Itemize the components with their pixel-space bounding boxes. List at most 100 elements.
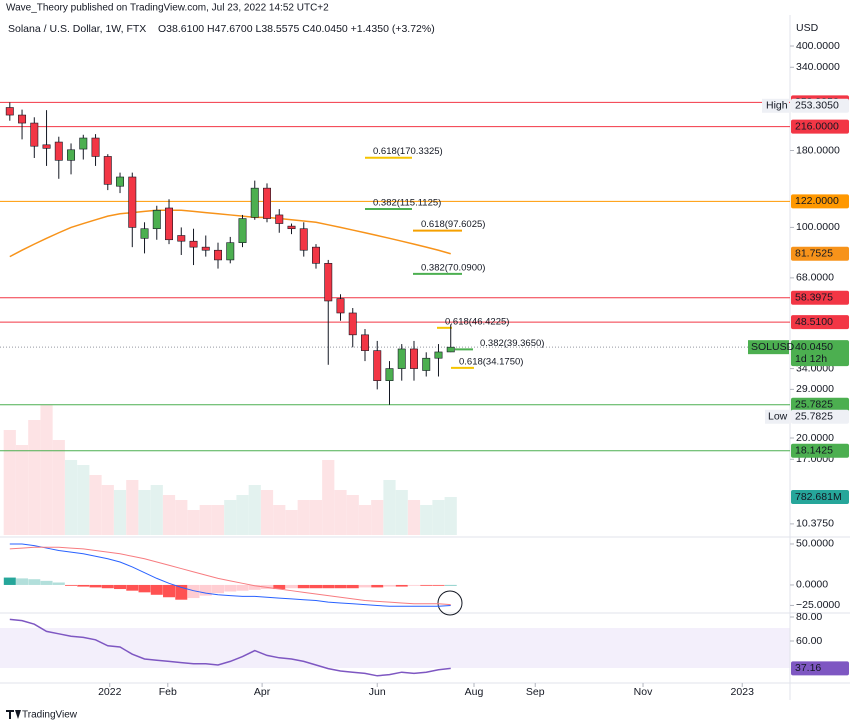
- header: Wave_Theory published on TradingView.com…: [6, 3, 329, 14]
- volume-bar: [346, 495, 359, 535]
- low-tag-value: 25.7825: [795, 411, 833, 423]
- volume-bar: [113, 490, 127, 535]
- volume-bar: [444, 497, 457, 535]
- level-tag: 216.0000: [795, 120, 839, 132]
- candle-body: [152, 209, 161, 230]
- fib-label: 0.382(70.0900): [421, 262, 485, 273]
- x-tick-label: Aug: [465, 686, 484, 698]
- macd-histogram: [383, 584, 396, 587]
- macd-histogram: [322, 584, 335, 589]
- high-tag-value-box: [791, 98, 849, 113]
- candle-body: [79, 137, 88, 150]
- candle-body: [299, 228, 308, 251]
- candle-body: [18, 114, 27, 124]
- y-tick-label: 400.0000: [796, 40, 840, 52]
- rsi-tag: 37.16: [795, 662, 821, 674]
- annotation-circle: [437, 590, 463, 616]
- macd-histogram: [273, 584, 286, 590]
- candle-body: [422, 357, 431, 371]
- macd-histogram: [358, 584, 371, 588]
- macd-histogram: [371, 584, 384, 588]
- candle-body: [373, 350, 382, 381]
- low-tag-box: [765, 409, 789, 424]
- candle-body: [446, 346, 455, 353]
- macd-histogram: [40, 580, 53, 585]
- volume-bar: [150, 485, 163, 535]
- rsi-tick-label: 60.00: [796, 635, 822, 647]
- currency: USD: [796, 22, 819, 34]
- volume-bar: [101, 485, 114, 535]
- candle-body: [116, 176, 125, 187]
- macd-histogram: [16, 578, 29, 585]
- macd-histogram: [163, 584, 176, 598]
- candle-body: [128, 176, 137, 228]
- macd-histogram: [407, 584, 420, 586]
- ema-tag: 81.7525: [795, 248, 833, 260]
- volume-bar: [187, 510, 200, 535]
- macd-histogram: [126, 584, 139, 591]
- macd-histogram: [101, 584, 114, 589]
- candle-body: [177, 235, 186, 242]
- volume-bar: [297, 500, 310, 535]
- y-tick-label: 100.0000: [796, 221, 840, 233]
- candle-body: [348, 312, 357, 336]
- x-tick-label: 2022: [98, 686, 122, 698]
- volume-bar: [236, 495, 249, 535]
- macd-tick-label: 50.0000: [796, 538, 834, 550]
- volume-bar: [285, 510, 298, 535]
- volume-bar: [432, 500, 445, 535]
- candle-body: [275, 214, 284, 224]
- x-tick-label: Jun: [369, 686, 386, 698]
- symbol-box: [748, 340, 789, 355]
- macd-macd-line: [9, 543, 451, 607]
- volume-bar: [260, 490, 274, 535]
- y-tick-label: 340.0000: [796, 61, 840, 73]
- y-tick-label: 68.0000: [796, 272, 834, 284]
- candle-body: [214, 249, 222, 261]
- candle-body: [54, 141, 63, 161]
- volume-bar: [420, 505, 433, 535]
- high-tag-value: 253.3050: [795, 100, 839, 112]
- candle-body: [140, 228, 149, 239]
- rsi-line: [9, 618, 451, 677]
- fib-label: 0.382(39.3650): [480, 338, 544, 349]
- macd-histogram: [395, 584, 408, 587]
- x-tick-label: 2023: [731, 686, 755, 698]
- macd-histogram: [52, 582, 65, 585]
- macd-tick-label: −25.0000: [796, 599, 840, 611]
- y-tick-label: 180.0000: [796, 144, 840, 156]
- symbol: SOLUSD: [751, 341, 795, 353]
- volume-bar: [28, 420, 41, 535]
- rsi-band: [0, 628, 790, 668]
- candle-body: [165, 207, 173, 241]
- volume-bar: [162, 495, 176, 535]
- volume-bar: [89, 475, 102, 535]
- macd-histogram: [199, 584, 212, 596]
- volume-bar: [138, 490, 151, 535]
- level-tag-box: [791, 194, 849, 209]
- macd-histogram: [334, 584, 347, 589]
- fib-label: 0.382(115.1125): [373, 198, 441, 209]
- macd-histogram: [212, 584, 225, 594]
- fib-label: 0.618(97.6025): [421, 219, 485, 230]
- volume-bar: [371, 500, 384, 535]
- level-tag-box: [791, 443, 849, 458]
- volume-bar: [273, 505, 286, 535]
- volume-bar: [248, 485, 261, 535]
- macd-histogram: [150, 584, 163, 595]
- level-tag: 58.3975: [795, 292, 833, 304]
- candle-body: [238, 218, 247, 243]
- volume-bar: [77, 465, 90, 535]
- volume-bar: [383, 480, 396, 535]
- countdown: 1d 12h: [795, 353, 827, 365]
- level-tag: 48.5100: [795, 316, 833, 328]
- macd-histogram: [224, 584, 237, 592]
- x-tick-label: Nov: [634, 686, 653, 698]
- volume-bar: [199, 505, 212, 535]
- volume-bar: [322, 460, 335, 535]
- candle-body: [30, 122, 39, 147]
- fib-label: 0.618(34.1750): [459, 356, 523, 367]
- volume-bar: [40, 405, 53, 535]
- volume-bar: [175, 500, 188, 535]
